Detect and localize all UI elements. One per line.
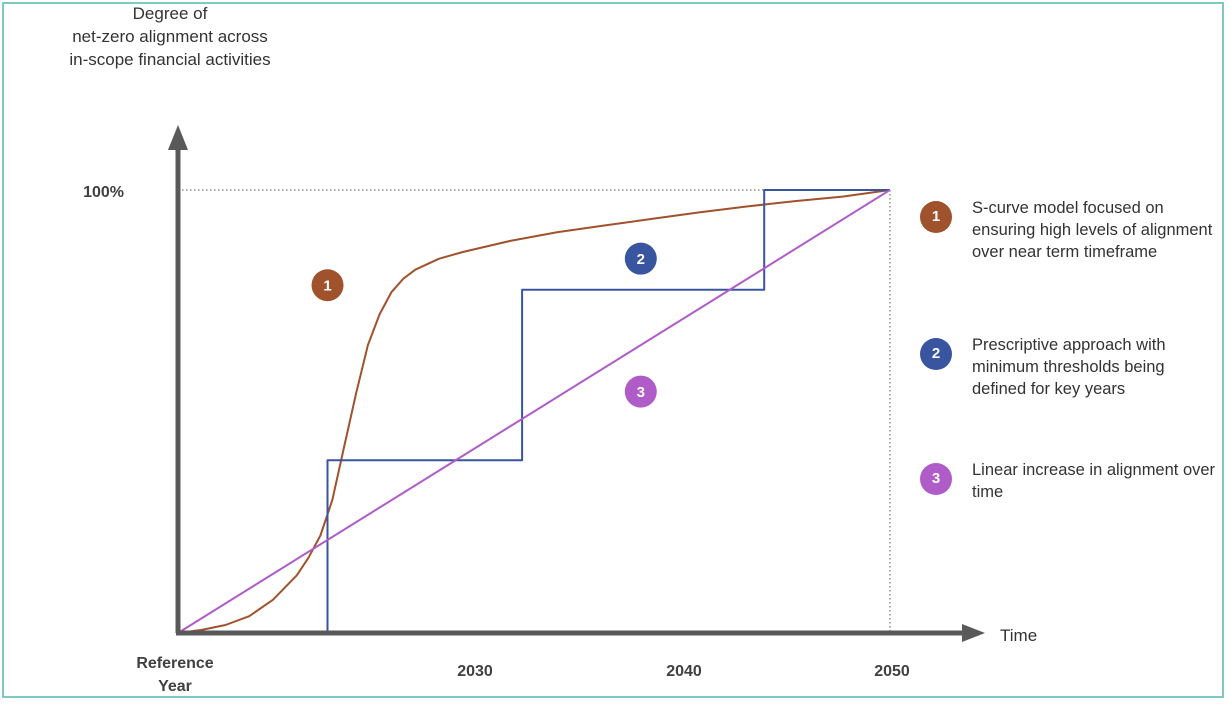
legend-text-3: Linear increase in alignment over time	[972, 461, 1216, 501]
y-axis-label-line-2: net-zero alignment across	[72, 27, 268, 46]
y-axis-label-line-1: Degree of	[132, 4, 208, 23]
legend-text-2: Prescriptive approach with minimum thres…	[972, 336, 1166, 398]
y-axis-arrow-icon	[168, 125, 188, 150]
series-1-badge-label: 1	[323, 278, 331, 295]
x-tick-label-reference-year: Reference Year	[136, 655, 213, 695]
x-axis-label: Time	[1000, 626, 1037, 645]
legend-badge-1: 1	[920, 201, 952, 233]
legend-badge-2: 2	[920, 338, 952, 370]
y-axis-label-line-3: in-scope financial activities	[69, 50, 271, 69]
series-2-badge-label: 2	[637, 251, 645, 268]
x-axis-arrow-icon	[962, 624, 985, 642]
series-1-line	[177, 189, 891, 634]
y-axis-label: Degree of net-zero alignment across in-s…	[20, 2, 320, 71]
series-1-badge	[311, 269, 344, 302]
y-tick-label-100: 100%	[83, 184, 124, 201]
series-3-line	[177, 189, 891, 634]
x-tick-label-2030: 2030	[457, 663, 493, 680]
series-2-badge	[624, 242, 657, 275]
x-tick-label-2050: 2050	[874, 663, 910, 680]
series-3-badge-label: 3	[637, 384, 645, 401]
legend-badge-3: 3	[920, 463, 952, 495]
series-2-line	[178, 189, 890, 634]
series-3-badge	[624, 375, 657, 408]
legend-text-1: S-curve model focused on ensuring high l…	[972, 199, 1213, 261]
x-tick-label-2040: 2040	[666, 663, 702, 680]
